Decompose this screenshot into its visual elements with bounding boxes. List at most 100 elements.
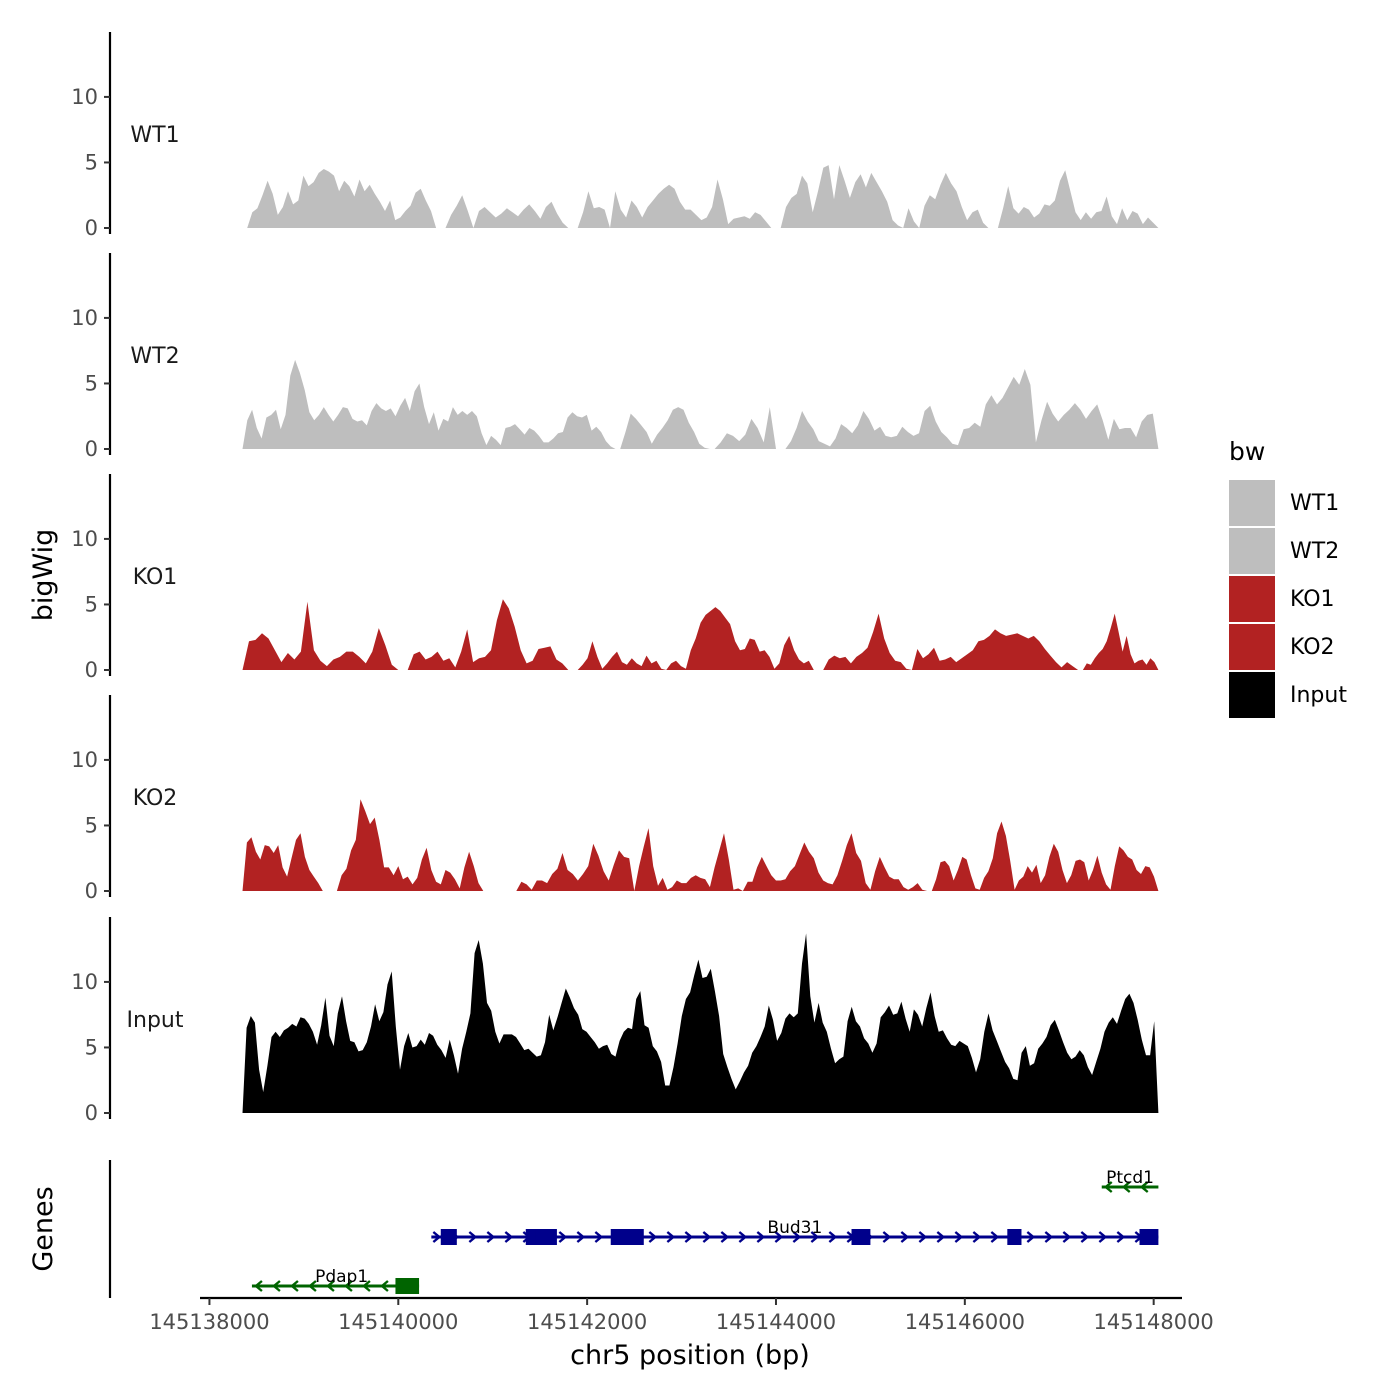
track-panel-ko2: 0 5 10 KO2 xyxy=(71,695,1159,903)
gene-pdap1: Pdap1 xyxy=(251,1267,420,1294)
strand-chevron xyxy=(774,1231,784,1243)
gene-label: Bud31 xyxy=(767,1218,822,1238)
legend-label-wt2: WT2 xyxy=(1290,539,1339,564)
y-tick-label: 0 xyxy=(85,1101,98,1125)
x-tick-label: 145142000 xyxy=(527,1310,647,1334)
legend-swatch-wt2 xyxy=(1229,528,1275,574)
strand-chevron xyxy=(828,1231,838,1243)
signal-area-wt2 xyxy=(620,407,710,449)
signal-area-wt1 xyxy=(445,195,569,228)
x-tick-label: 145146000 xyxy=(905,1310,1025,1334)
strand-chevron xyxy=(666,1231,676,1243)
signal-area-ko1 xyxy=(242,601,399,670)
strand-chevron xyxy=(936,1231,946,1243)
genes-panel: Pdap1 Bud31 Ptcd1 xyxy=(108,1160,1159,1298)
track-label: KO2 xyxy=(133,786,178,811)
strand-chevron xyxy=(810,1231,820,1243)
strand-chevron xyxy=(362,1280,371,1292)
strand-chevron xyxy=(1044,1231,1054,1243)
strand-chevron xyxy=(990,1231,1000,1243)
track-panel-wt2: 0 5 10 WT2 xyxy=(71,253,1159,461)
y-tick-label: 5 xyxy=(85,592,98,616)
strand-chevron xyxy=(900,1231,910,1243)
exon-block xyxy=(1007,1229,1022,1245)
legend-label-ko1: KO1 xyxy=(1290,587,1335,612)
track-label: WT2 xyxy=(130,344,179,369)
strand-chevron xyxy=(254,1280,263,1292)
x-axis-title: chr5 position (bp) xyxy=(570,1340,810,1371)
strand-chevron xyxy=(468,1231,478,1243)
signal-area-ko1 xyxy=(577,607,814,670)
signal-area-wt1 xyxy=(247,169,437,228)
exon-block xyxy=(525,1229,539,1245)
strand-chevron xyxy=(576,1231,586,1243)
track-panel-wt1: 0 5 10 WT1 xyxy=(71,32,1159,240)
x-tick-label: 145148000 xyxy=(1094,1310,1214,1334)
x-axis: 145138000 145140000 145142000 145144000 1451… xyxy=(149,1296,1214,1334)
gene-ptcd1: Ptcd1 xyxy=(1101,1168,1159,1193)
gene-label: Pdap1 xyxy=(315,1267,368,1287)
signal-area-ko1 xyxy=(823,613,1079,670)
legend-swatch-wt1 xyxy=(1229,480,1275,526)
strand-chevron xyxy=(308,1280,317,1292)
y-tick-label: 10 xyxy=(71,970,98,994)
y-tick-label: 10 xyxy=(71,527,98,551)
exon-block xyxy=(440,1229,457,1245)
x-tick-label: 145138000 xyxy=(149,1310,269,1334)
strand-chevron xyxy=(558,1231,568,1243)
strand-chevron xyxy=(720,1231,730,1243)
signal-area-wt1 xyxy=(780,165,989,228)
genes-axis-title: Genes xyxy=(28,1186,59,1271)
strand-chevron xyxy=(702,1231,712,1243)
track-label: Input xyxy=(127,1008,184,1033)
exon-block xyxy=(535,1229,557,1245)
strand-chevron xyxy=(432,1231,442,1243)
y-tick-label: 5 xyxy=(85,1035,98,1059)
signal-area-input xyxy=(242,933,1159,1113)
y-tick-label: 0 xyxy=(85,437,98,461)
gene-label: Ptcd1 xyxy=(1106,1168,1154,1188)
signal-area-ko1 xyxy=(407,599,569,670)
signal-area-wt1 xyxy=(997,170,1159,228)
track-label: WT1 xyxy=(130,123,179,148)
strand-chevron xyxy=(972,1231,982,1243)
signal-area-ko2 xyxy=(634,828,928,891)
track-panels: 0 5 10 WT1 0 5 10 WT2 0 5 10 KO1 0 5 10 KO2 0 5 10 Input xyxy=(71,32,1159,1125)
strand-chevron xyxy=(504,1231,514,1243)
exon-block xyxy=(851,1229,871,1245)
y-tick-label: 10 xyxy=(71,748,98,772)
strand-chevron xyxy=(1139,1181,1149,1193)
strand-chevron xyxy=(1026,1231,1036,1243)
track-panel-ko1: 0 5 10 KO1 xyxy=(71,474,1159,682)
y-tick-label: 0 xyxy=(85,879,98,903)
legend: bw WT1 WT2 KO1 KO2 Input xyxy=(1229,437,1347,718)
signal-area-ko2 xyxy=(242,833,323,891)
strand-chevron xyxy=(918,1231,928,1243)
y-tick-label: 5 xyxy=(85,813,98,837)
signal-area-ko1 xyxy=(1082,613,1159,670)
y-tick-label: 5 xyxy=(85,371,98,395)
strand-chevron xyxy=(648,1231,658,1243)
strand-chevron xyxy=(1116,1231,1126,1243)
strand-chevron xyxy=(1062,1231,1072,1243)
strand-chevron xyxy=(792,1231,802,1243)
strand-chevron xyxy=(594,1231,604,1243)
strand-chevron xyxy=(882,1231,892,1243)
y-tick-label: 0 xyxy=(85,216,98,240)
strand-chevron xyxy=(486,1231,496,1243)
exon-block xyxy=(395,1278,420,1294)
strand-chevron xyxy=(380,1280,389,1292)
x-tick-label: 145144000 xyxy=(716,1310,836,1334)
y-tick-label: 5 xyxy=(85,150,98,174)
signal-area-wt2 xyxy=(785,369,1159,449)
signal-area-wt2 xyxy=(242,359,616,449)
strand-chevron xyxy=(684,1231,694,1243)
strand-chevron xyxy=(756,1231,766,1243)
strand-chevron xyxy=(954,1231,964,1243)
track-panel-input: 0 5 10 Input xyxy=(71,917,1159,1125)
exon-block xyxy=(1139,1229,1159,1245)
strand-chevron xyxy=(1080,1231,1090,1243)
legend-swatch-ko2 xyxy=(1229,624,1275,670)
